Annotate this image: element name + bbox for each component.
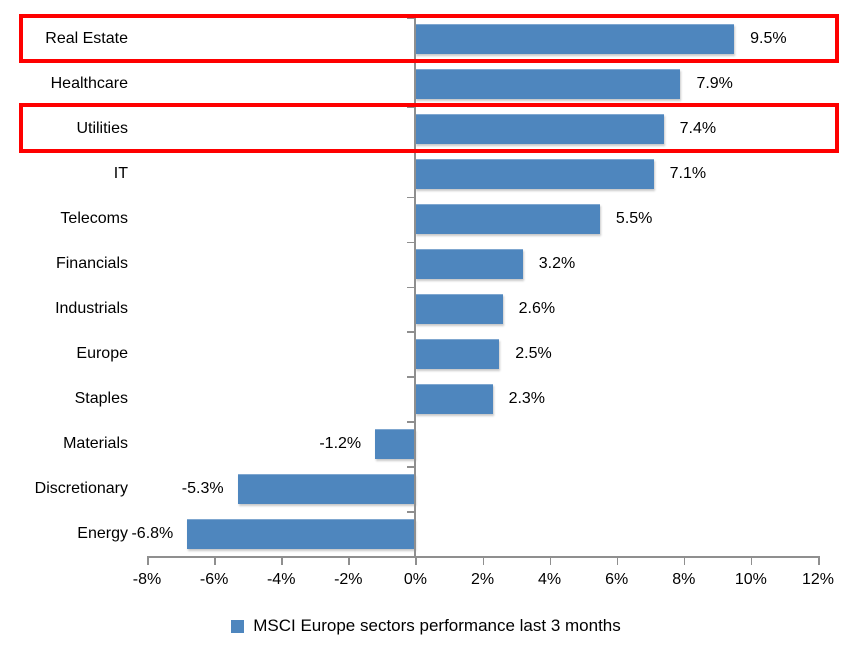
category-tick [407,466,415,468]
category-tick [407,286,415,288]
x-axis-tick [750,556,753,565]
category-label: Industrials [55,299,128,317]
x-tick-label: -4% [266,571,296,588]
bar [375,428,416,459]
category-label: Utilities [76,120,128,138]
value-label: 5.5% [615,210,653,228]
x-axis-tick [549,556,552,565]
category-tick [407,331,415,333]
bar [415,338,500,369]
category-label: Financials [55,255,128,273]
value-label: 7.1% [669,165,707,183]
legend-label: MSCI Europe sectors performance last 3 m… [253,616,621,635]
value-label: 7.4% [679,120,717,138]
category-label: Materials [63,434,128,452]
x-tick-label: 8% [672,571,696,588]
value-label: 9.5% [750,30,787,48]
category-label: Real Estate [45,30,128,48]
category-tick [407,106,415,109]
value-label: 2.5% [515,344,552,362]
x-tick-label: 12% [801,571,835,588]
bar [415,159,654,190]
category-label: Healthcare [50,75,128,93]
x-axis-tick [348,556,350,565]
x-axis-tick [214,556,216,565]
x-tick-label: 0% [403,571,427,588]
x-tick-label: 2% [470,571,495,588]
x-tick-label: 6% [605,571,629,588]
value-label: 7.9% [696,75,733,93]
category-label: Europe [76,344,128,362]
category-tick [407,241,415,244]
value-label: 2.6% [518,299,556,317]
category-tick [407,511,415,513]
highlight-box [19,103,839,153]
bar [237,473,416,504]
value-label: -5.3% [181,479,224,497]
bar [415,293,503,324]
legend: MSCI Europe sectors performance last 3 m… [0,612,852,640]
category-tick [407,196,415,199]
category-tick [407,17,415,19]
x-tick-label: 10% [734,571,767,588]
bar [415,249,523,280]
bar [415,69,681,100]
x-axis-tick [616,556,619,565]
bar [415,24,735,55]
bar [415,114,664,145]
legend-marker-icon [231,619,245,633]
x-axis-tick [147,556,149,565]
bar [415,204,600,235]
value-label: 2.3% [508,389,546,407]
x-tick-label: -2% [334,571,363,588]
value-label: -6.8% [131,524,174,542]
value-label: 3.2% [538,255,576,273]
bar [415,383,493,414]
category-label: Telecoms [60,210,128,228]
x-axis-tick [281,556,283,565]
value-label: -1.2% [319,434,362,452]
x-axis-tick [482,556,484,565]
x-axis-tick [415,556,417,565]
highlight-box [19,13,839,63]
x-axis-tick [818,556,820,565]
category-label: Staples [74,389,128,407]
x-tick-label: 4% [538,571,562,588]
x-axis-tick [683,556,686,565]
bar [187,518,416,549]
category-label: Discretionary [34,479,128,497]
x-tick-label: -8% [132,571,162,588]
category-tick [407,421,415,423]
category-label: Energy [77,524,128,542]
category-label: IT [113,165,128,183]
category-tick [407,376,415,378]
x-tick-label: -6% [199,571,229,588]
y-axis-line [414,17,416,556]
